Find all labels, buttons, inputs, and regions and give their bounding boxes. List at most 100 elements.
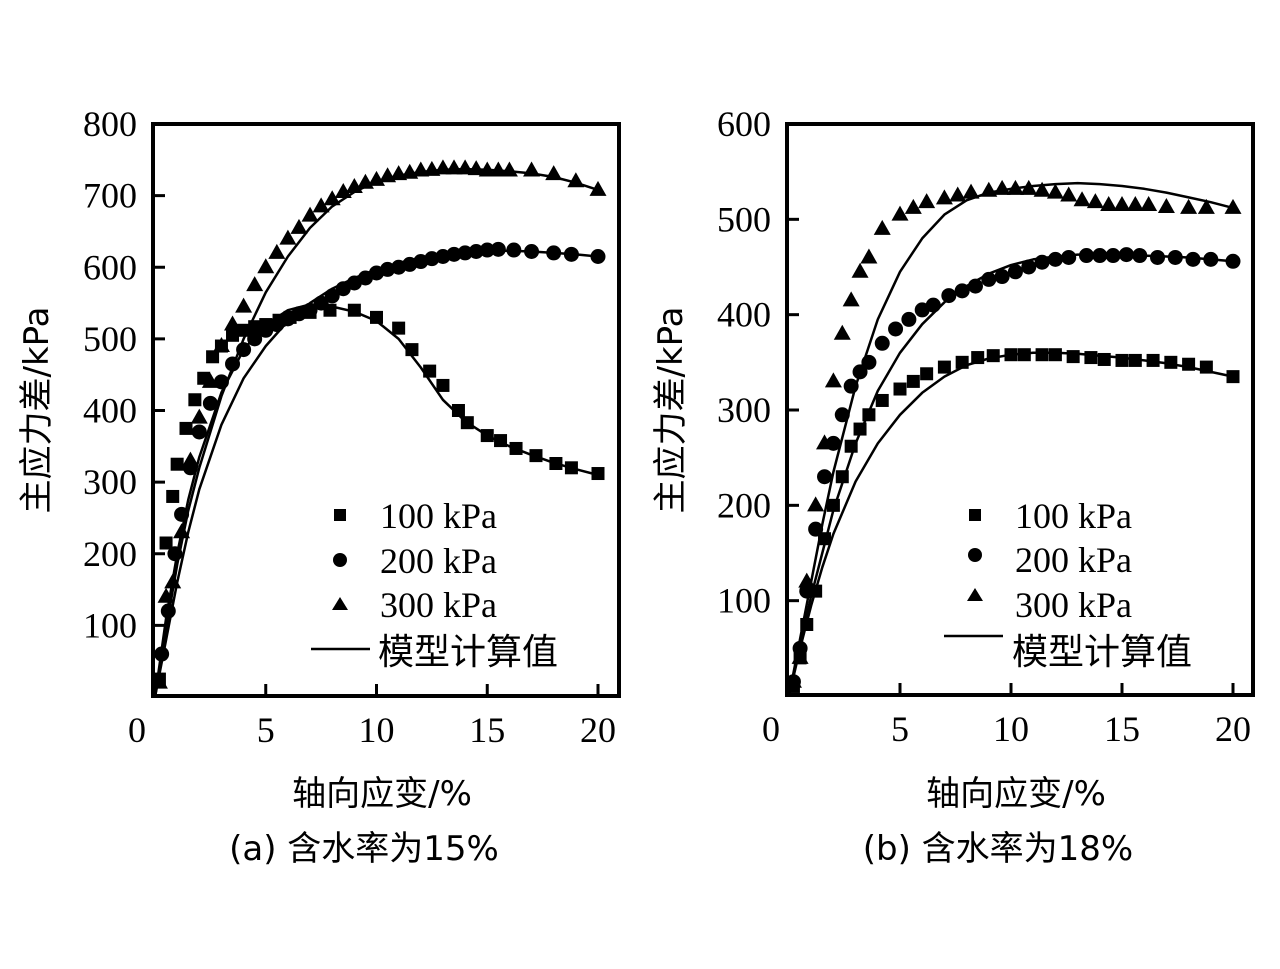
data-point-square [1115, 353, 1129, 367]
data-point-triangle [1020, 179, 1038, 195]
data-point-circle [1034, 254, 1050, 270]
data-point-circle [967, 278, 983, 294]
data-point-triangle [290, 218, 308, 234]
data-point-circle [247, 331, 263, 347]
data-point-square [237, 323, 251, 337]
x-tick-label: 5 [257, 710, 275, 750]
x-tick-label: 0 [128, 710, 146, 750]
panel-a-plot-area [150, 159, 607, 698]
data-point-triangle [181, 451, 199, 467]
data-point-square [226, 328, 240, 342]
data-point-square [1226, 370, 1240, 384]
panel-a-caption: (a) 含水率为15% [229, 829, 499, 869]
data-point-triangle [1140, 196, 1158, 212]
legend-label-100kpa: 100 kPa [380, 496, 497, 536]
data-point-triangle [918, 193, 936, 209]
data-point-triangle [567, 172, 585, 188]
data-point-circle [1132, 248, 1148, 264]
y-tick-label: 300 [717, 390, 771, 430]
data-point-square [986, 349, 1000, 363]
data-point-circle [236, 342, 252, 358]
data-point-triangle [1060, 186, 1078, 202]
data-point-square [549, 457, 563, 471]
data-point-circle [174, 506, 190, 522]
legend-square-marker-icon [334, 509, 346, 521]
data-point-triangle [173, 523, 191, 539]
data-point-triangle [1180, 198, 1198, 214]
panel-b-y-axis-title: 主应力差/kPa [651, 307, 691, 514]
data-point-square [862, 408, 876, 422]
data-point-circle [1021, 259, 1037, 275]
data-point-circle [1078, 248, 1094, 264]
data-point-circle [925, 297, 941, 313]
data-point-square [1164, 355, 1178, 369]
data-point-triangle [873, 219, 891, 235]
panel-b-ticks: 0 5 10 15 20 100 200 300 400 500 600 [717, 104, 1251, 749]
data-point-square [853, 422, 867, 436]
data-point-square [920, 367, 934, 381]
data-point-circle [901, 311, 917, 327]
data-point-square [248, 320, 262, 334]
y-tick-label: 400 [717, 295, 771, 335]
panel-b-legend: 100 kPa 200 kPa 300 kPa 模型计算值 [944, 496, 1192, 673]
data-point-triangle [412, 161, 430, 177]
panel-a-y-axis-title: 主应力差/kPa [17, 307, 57, 514]
legend-label-model: 模型计算值 [378, 632, 558, 673]
data-point-square [937, 360, 951, 374]
x-tick-label: 20 [580, 710, 616, 750]
data-point-triangle [1046, 183, 1064, 199]
data-point-square [1097, 352, 1111, 366]
data-point-circle [1150, 249, 1166, 265]
data-point-triangle [1197, 198, 1215, 214]
data-point-triangle [212, 337, 230, 353]
data-point-triangle [1100, 196, 1118, 212]
data-point-circle [269, 317, 285, 333]
data-point-circle [563, 246, 579, 262]
data-point-circle [792, 640, 808, 656]
data-point-triangle [1073, 191, 1091, 207]
data-point-circle [446, 246, 462, 262]
panel-a-x-axis-title: 轴向应变/% [292, 774, 472, 814]
data-point-circle [225, 356, 241, 372]
data-point-triangle [224, 315, 242, 331]
data-point-circle [1007, 264, 1023, 280]
data-point-triangle [833, 324, 851, 340]
x-tick-label: 0 [762, 709, 780, 749]
data-point-triangle [824, 372, 842, 388]
data-point-circle [843, 378, 859, 394]
data-point-triangle [334, 183, 352, 199]
panel-b: 0 5 10 15 20 100 200 300 400 500 600 100 kPa 200 k… [651, 104, 1255, 869]
data-point-circle [1092, 248, 1108, 264]
data-point-square [1128, 353, 1142, 367]
data-point-square [206, 350, 220, 364]
data-point-circle [817, 469, 833, 485]
data-point-triangle [201, 372, 219, 388]
data-point-square [347, 303, 361, 317]
data-point-circle [954, 283, 970, 299]
data-point-triangle [980, 181, 998, 197]
data-point-triangle [456, 159, 474, 175]
data-point-triangle [842, 291, 860, 307]
series-200kpa [785, 247, 1241, 690]
data-point-square [1146, 353, 1160, 367]
data-point-circle [335, 281, 351, 297]
panel-b-plot-area [784, 179, 1242, 697]
data-point-square [179, 421, 193, 435]
data-point-square [1182, 357, 1196, 371]
y-tick-label: 400 [83, 391, 137, 431]
data-point-square [529, 449, 543, 463]
y-tick-label: 800 [83, 104, 137, 144]
data-point-circle [457, 245, 473, 261]
data-point-square [1199, 360, 1213, 374]
data-point-square [875, 393, 889, 407]
y-tick-label: 200 [83, 534, 137, 574]
data-point-circle [154, 646, 170, 662]
legend-label-100kpa: 100 kPa [1015, 496, 1132, 536]
data-point-triangle [150, 673, 168, 689]
data-point-triangle [1126, 196, 1144, 212]
y-tick-label: 100 [717, 581, 771, 621]
data-point-triangle [467, 160, 485, 176]
legend-label-300kpa: 300 kPa [380, 585, 497, 625]
data-point-square [494, 434, 508, 448]
data-point-triangle [434, 159, 452, 175]
